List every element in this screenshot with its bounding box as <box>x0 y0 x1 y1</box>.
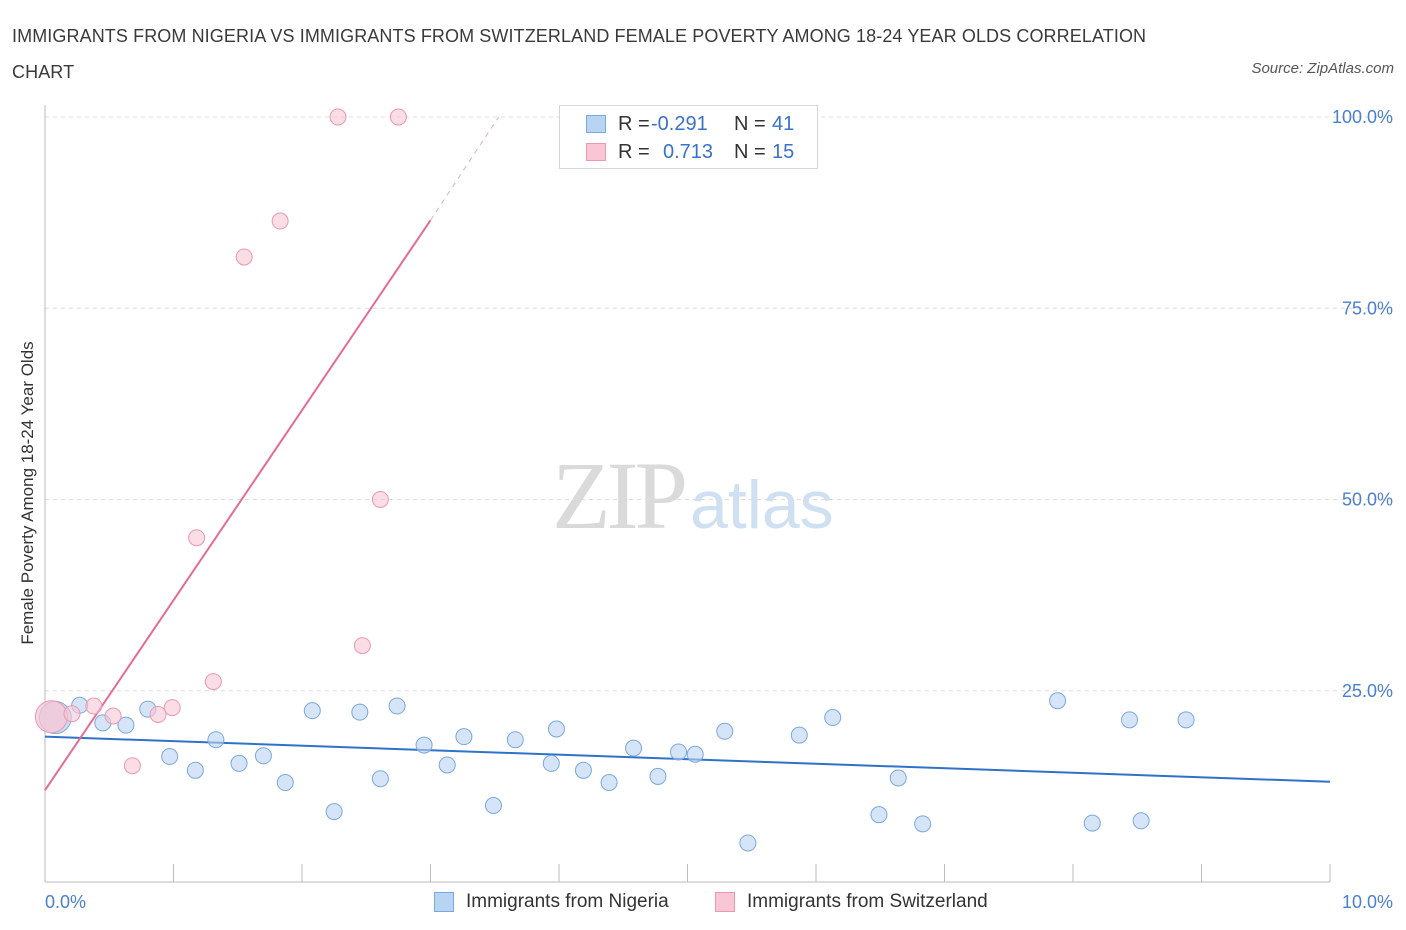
source-label: Source: ZipAtlas.com <box>1251 60 1394 77</box>
tick-labels: 25.0% 50.0% 75.0% 100.0% 0.0% 10.0% <box>45 107 1393 912</box>
data-point-nigeria <box>371 770 389 788</box>
legend-r-label: R = <box>618 113 650 135</box>
data-points <box>34 108 1195 852</box>
data-point-switzerland <box>63 705 81 723</box>
data-point-nigeria <box>325 803 343 821</box>
data-point-nigeria <box>649 767 667 785</box>
data-point-switzerland <box>163 699 181 717</box>
y-tick-label: 50.0% <box>1342 490 1393 510</box>
data-point-nigeria <box>455 728 473 746</box>
series-name-nigeria: Immigrants from Nigeria <box>466 891 669 912</box>
legend-n-label: N = <box>734 113 766 135</box>
data-point-nigeria <box>1177 711 1195 729</box>
data-point-nigeria <box>161 748 179 766</box>
legend-n-value: 15 <box>772 141 795 163</box>
data-point-switzerland <box>329 108 347 126</box>
legend-r-value: 0.713 <box>663 141 714 163</box>
y-tick-label: 25.0% <box>1342 681 1393 701</box>
data-point-switzerland <box>85 697 103 715</box>
data-point-nigeria <box>117 716 135 734</box>
data-point-nigeria <box>506 731 524 749</box>
trend-line-extension-switzerland <box>430 116 500 221</box>
data-point-switzerland <box>104 707 122 725</box>
data-point-nigeria <box>870 806 888 824</box>
data-point-nigeria <box>716 722 734 740</box>
data-point-nigeria <box>686 745 704 763</box>
data-point-switzerland <box>123 757 141 775</box>
legend-swatch-nigeria <box>586 115 606 133</box>
series-name-switzerland: Immigrants from Switzerland <box>747 891 988 912</box>
chart-title: IMMIGRANTS FROM NIGERIA VS IMMIGRANTS FR… <box>12 26 1147 82</box>
trend-line-nigeria <box>44 735 1331 783</box>
data-point-nigeria <box>230 754 248 772</box>
data-point-switzerland <box>188 529 206 547</box>
data-point-nigeria <box>484 797 502 814</box>
data-point-nigeria <box>415 736 433 754</box>
data-point-nigeria <box>1121 711 1139 729</box>
legend-r-label: R = <box>618 141 650 163</box>
data-point-nigeria <box>542 754 560 772</box>
legend-swatch-switzerland <box>586 143 606 161</box>
trend-line-switzerland <box>44 219 432 791</box>
data-point-nigeria <box>303 702 321 720</box>
data-point-switzerland <box>149 705 167 723</box>
data-point-nigeria <box>914 815 932 833</box>
trend-lines <box>44 116 1331 791</box>
series-swatch-switzerland <box>715 892 735 912</box>
data-point-nigeria <box>438 756 456 774</box>
data-point-nigeria <box>254 747 272 765</box>
legend-n-value: 41 <box>772 113 795 135</box>
legend-n-label: N = <box>734 141 766 163</box>
data-point-nigeria <box>1132 812 1150 830</box>
data-point-switzerland <box>353 637 371 655</box>
data-point-switzerland <box>389 108 407 126</box>
data-point-switzerland <box>271 212 289 230</box>
data-point-switzerland <box>235 248 253 266</box>
data-point-nigeria <box>670 743 688 761</box>
data-point-switzerland <box>34 700 68 734</box>
series-swatch-nigeria <box>434 892 454 912</box>
data-point-nigeria <box>739 834 757 852</box>
data-point-switzerland <box>204 673 222 691</box>
axes <box>44 105 1331 883</box>
data-point-nigeria <box>207 731 225 749</box>
data-point-nigeria <box>625 739 643 757</box>
data-point-nigeria <box>824 709 842 727</box>
grid-lines <box>45 116 1392 692</box>
data-point-nigeria <box>600 774 618 792</box>
x-tick-label: 0.0% <box>45 892 86 912</box>
x-tick-label: 10.0% <box>1342 892 1393 912</box>
data-point-nigeria <box>574 761 592 779</box>
data-point-nigeria <box>547 720 565 738</box>
data-point-nigeria <box>1083 814 1101 832</box>
correlation-legend: R = -0.291 N = 41 R = 0.713 N = 15 <box>559 105 818 169</box>
y-tick-label: 100.0% <box>1332 107 1393 127</box>
y-tick-label: 75.0% <box>1342 298 1393 318</box>
data-point-nigeria <box>790 726 808 744</box>
data-point-nigeria <box>388 697 406 715</box>
data-point-nigeria <box>1049 692 1067 710</box>
data-point-switzerland <box>371 491 389 508</box>
data-point-nigeria <box>186 761 204 779</box>
data-point-nigeria <box>889 769 907 787</box>
data-point-nigeria <box>351 703 369 721</box>
legend-r-value: -0.291 <box>651 113 708 135</box>
data-point-nigeria <box>276 774 294 792</box>
